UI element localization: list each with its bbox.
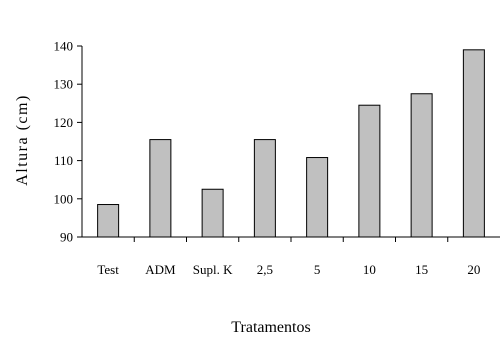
bar-test bbox=[97, 204, 120, 238]
y-tick-label: 100 bbox=[54, 191, 74, 206]
y-axis-ticks: 90 100 110 120 130 140 bbox=[54, 39, 82, 245]
y-tick-label: 110 bbox=[54, 153, 73, 168]
y-tick-label: 120 bbox=[54, 115, 74, 130]
x-tick-label: Test bbox=[97, 262, 119, 277]
x-tick-label: 20 bbox=[467, 262, 480, 277]
bars bbox=[97, 49, 485, 238]
y-axis-title: Altura (cm) bbox=[14, 94, 31, 186]
x-axis-ticks: Test ADM Supl. K 2,5 5 10 15 20 bbox=[97, 237, 480, 277]
y-tick-label: 140 bbox=[54, 39, 74, 54]
y-tick-label: 90 bbox=[60, 230, 73, 245]
bar-adm bbox=[149, 139, 172, 238]
x-axis-title: Tratamentos bbox=[231, 319, 310, 336]
x-tick-label: 2,5 bbox=[257, 262, 273, 277]
bar-supl-k bbox=[201, 188, 224, 238]
x-tick-label: ADM bbox=[145, 262, 176, 277]
bar-20 bbox=[462, 49, 485, 238]
x-tick-label: 10 bbox=[363, 262, 376, 277]
x-tick-label: 5 bbox=[314, 262, 321, 277]
bar-15 bbox=[410, 93, 433, 238]
bar-2-5 bbox=[253, 139, 276, 238]
y-tick-label: 130 bbox=[54, 77, 74, 92]
bar-10 bbox=[358, 104, 381, 238]
bar-5 bbox=[306, 157, 329, 238]
x-tick-label: 15 bbox=[415, 262, 428, 277]
x-tick-label: Supl. K bbox=[193, 262, 233, 277]
